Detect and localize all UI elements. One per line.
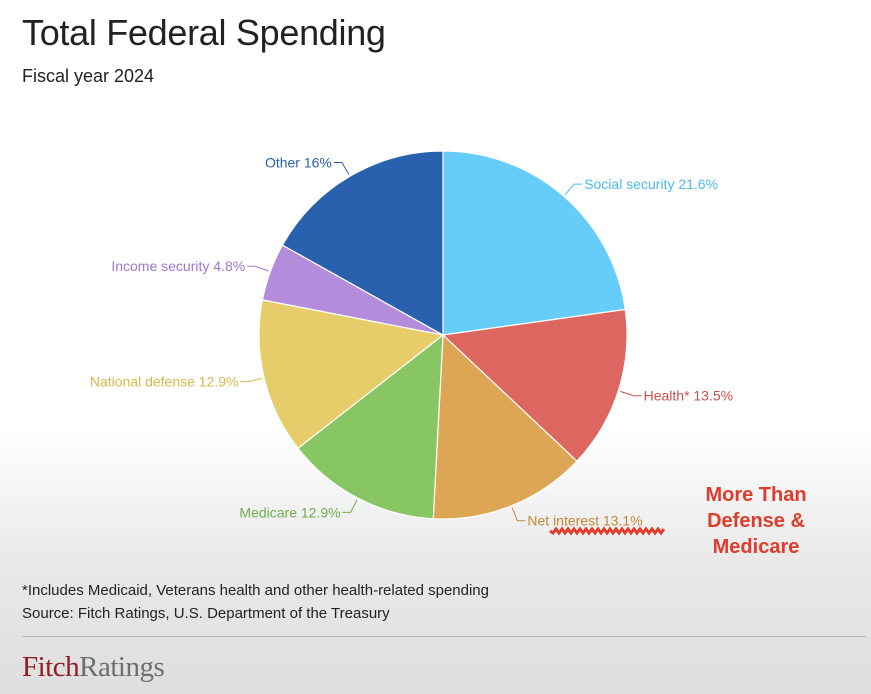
leader-line <box>333 162 350 175</box>
pie-chart: Social security 21.6% Health* 13.5% Net in… <box>90 150 733 536</box>
chart-title: Total Federal Spending <box>22 12 386 53</box>
annotation-line-1: More Than <box>705 484 807 506</box>
pie-slices <box>258 150 628 520</box>
pie-slice-other <box>281 150 444 337</box>
pie-slice-net-interest <box>432 333 578 520</box>
annotation-underline <box>549 526 666 536</box>
slice-label: Net interest 13.1% <box>527 513 642 529</box>
footer-divider <box>22 636 866 637</box>
pie-slice-national-defense <box>258 299 445 450</box>
pie-slice-social-security <box>442 150 626 336</box>
leader-line <box>342 499 358 513</box>
leader-line <box>511 507 526 522</box>
slice-label: Health* 13.5% <box>644 388 734 404</box>
slice-label: National defense 12.9% <box>90 374 239 390</box>
leader-line <box>620 390 642 397</box>
annotation-line-3: Medicare <box>712 536 800 558</box>
logo-fitch: Fitch <box>22 651 80 683</box>
logo-ratings: Ratings <box>79 651 165 683</box>
annotation-line-2: Defense & <box>707 510 805 532</box>
leader-line <box>240 377 263 383</box>
slice-label: Income security 4.8% <box>111 258 245 274</box>
slice-label: Medicare 12.9% <box>239 504 340 520</box>
pie-slice-medicare <box>297 333 444 520</box>
slice-label: Social security 21.6% <box>584 176 718 192</box>
slice-labels: Social security 21.6% Health* 13.5% Net in… <box>90 155 733 529</box>
fitch-ratings-logo: FitchRatings <box>22 651 165 684</box>
leader-line <box>564 183 583 196</box>
slice-label: Other 16% <box>265 155 332 171</box>
leader-lines <box>240 162 642 522</box>
leader-line <box>247 265 269 272</box>
chart-subtitle: Fiscal year 2024 <box>22 66 155 86</box>
annotation-callout: More Than Defense & Medicare <box>686 482 826 560</box>
footnote: *Includes Medicaid, Veterans health and … <box>22 582 489 599</box>
pie-slice-health <box>441 308 628 463</box>
source-note: Source: Fitch Ratings, U.S. Department o… <box>22 605 390 622</box>
